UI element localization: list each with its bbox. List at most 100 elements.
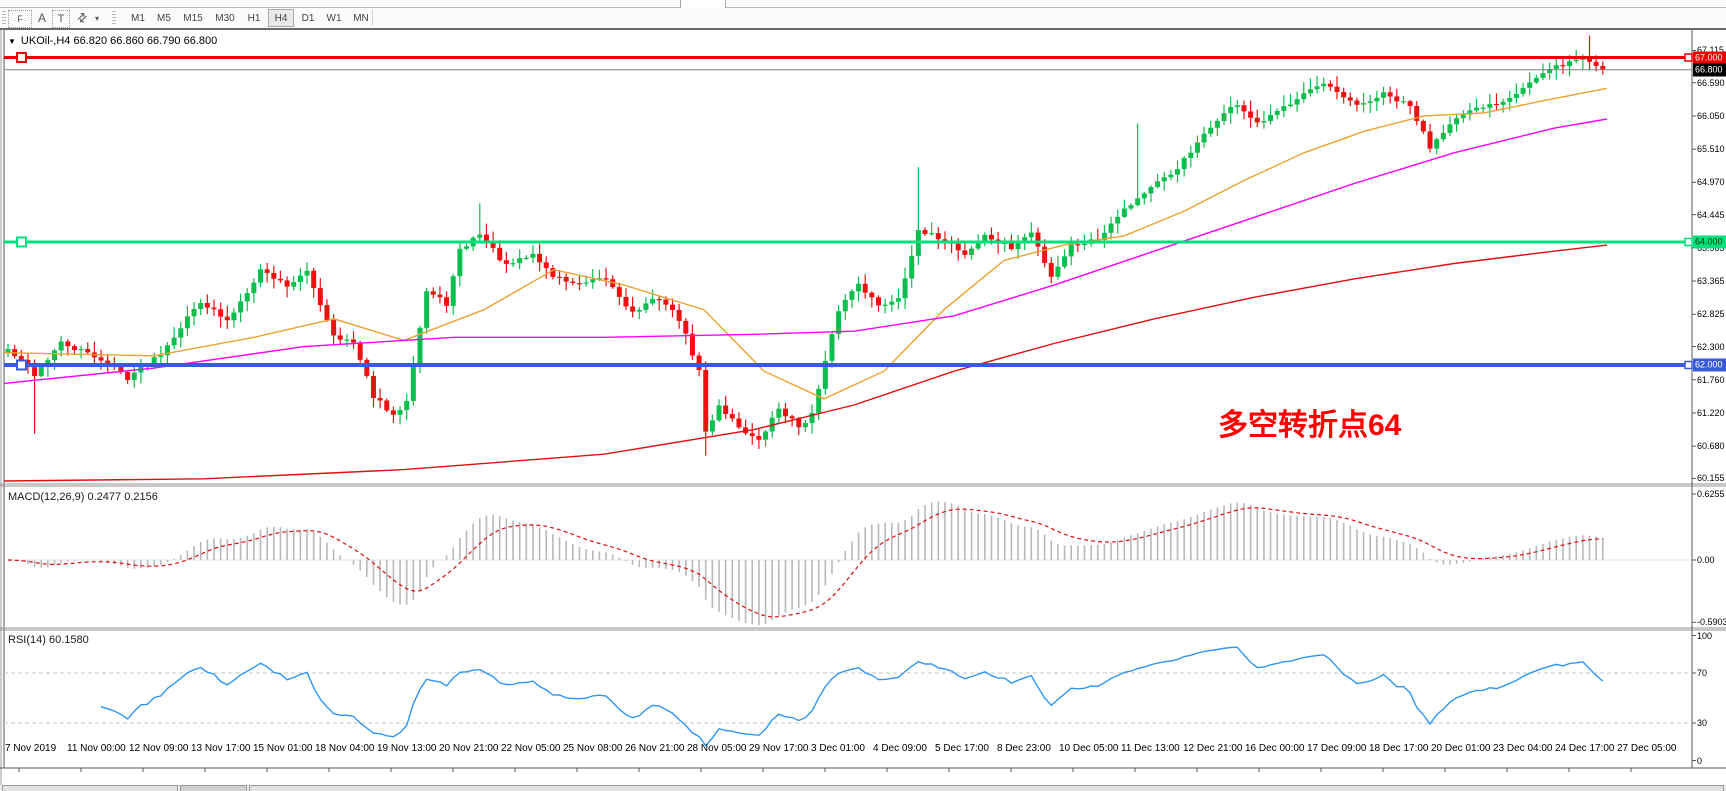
bottom-tab-segment[interactable] [2,785,178,791]
candle-body [397,410,403,415]
time-axis-label[interactable]: 15 Nov 01:00 [253,743,313,754]
candle-body [842,299,848,312]
candle-body [729,414,735,419]
rsi-axis-label[interactable]: 0 [1697,755,1703,766]
candle-body [1234,105,1240,108]
candle-body [191,308,197,317]
candle-body [1407,101,1413,107]
price-axis-label[interactable]: 61.760 [1697,374,1725,385]
time-axis-label[interactable]: 7 Nov 2019 [5,743,57,754]
time-axis-label[interactable]: 11 Dec 13:00 [1121,743,1180,754]
candle-body [211,307,217,310]
price-axis-label[interactable]: 64.445 [1697,209,1725,220]
chart-annotation-text[interactable]: 多空转折点64 [1218,409,1402,442]
price-axis-label[interactable]: 66.050 [1697,110,1725,121]
candle-body [271,272,277,279]
timeframe-button-MN[interactable]: MN [353,12,369,24]
toolbar-grip[interactable] [2,11,6,25]
time-axis-label[interactable]: 28 Nov 05:00 [687,743,747,754]
price-axis-label[interactable]: 62.300 [1697,341,1725,352]
macd-signal-line [7,507,1603,618]
time-axis-label[interactable]: 3 Dec 01:00 [811,743,865,754]
time-axis-label[interactable]: 13 Nov 17:00 [191,743,251,754]
timeframe-button-M30[interactable]: M30 [215,12,235,24]
candle-body [1533,77,1539,83]
time-axis-label[interactable]: 19 Nov 13:00 [377,743,437,754]
price-axis-label[interactable]: 63.365 [1697,276,1725,287]
timeframe-button-M15[interactable]: M15 [183,12,203,24]
candle-body [709,420,715,432]
price-axis-label[interactable]: 61.220 [1697,407,1725,418]
candle-body [1334,86,1340,93]
price-axis-label[interactable]: 60.680 [1697,441,1725,452]
time-axis-label[interactable]: 17 Dec 09:00 [1307,743,1367,754]
time-axis-label[interactable]: 23 Dec 04:00 [1493,743,1553,754]
time-axis-label[interactable]: 29 Nov 17:00 [749,743,809,754]
candle-body [291,282,297,287]
time-axis-label[interactable]: 5 Dec 17:00 [935,743,989,754]
candle-body [763,431,769,440]
macd-axis-label[interactable]: 0.6255 [1697,489,1725,499]
candle-body [1201,133,1207,143]
time-axis-label[interactable]: 18 Dec 17:00 [1369,743,1429,754]
bottom-tab-segment-active[interactable] [180,785,247,791]
text-label-icon[interactable]: A [37,11,46,25]
macd-axis-label[interactable]: 0.00 [1697,555,1715,565]
price-axis-label[interactable]: 60.155 [1697,473,1725,484]
timeframe-button-D1[interactable]: D1 [301,12,315,24]
timeframe-button-H1[interactable]: H1 [247,12,261,24]
rsi-line [100,646,1604,747]
timeframe-button-H4[interactable]: H4 [268,9,294,27]
time-axis-label[interactable]: 25 Nov 08:00 [563,743,623,754]
rsi-axis-label[interactable]: 100 [1697,630,1713,641]
chart-collapse-icon[interactable]: ▼ [8,37,16,46]
price-axis-label[interactable]: 62.825 [1697,309,1725,320]
time-axis-label[interactable]: 4 Dec 09:00 [873,743,927,754]
candle-body [1587,57,1593,62]
price-axis-label[interactable]: 67.115 [1697,45,1724,55]
candle-body [1513,93,1519,98]
candle-body [670,304,675,310]
price-axis-label[interactable]: 66.590 [1697,77,1725,88]
toolbar-grip-2[interactable] [112,11,116,25]
price-badge-62.000: 62.000 [1693,358,1726,372]
candle-body [164,345,170,356]
macd-axis-label[interactable]: -0.5903 [1697,617,1726,628]
dropdown-caret-icon[interactable]: ▾ [94,13,99,23]
text-box-icon[interactable]: T [52,10,70,28]
candle-body [1427,131,1433,149]
candle-body [1121,208,1127,217]
time-axis-label[interactable]: 20 Dec 01:00 [1431,743,1491,754]
price-axis-label[interactable]: 64.970 [1697,177,1725,188]
indicator-grid-icon[interactable]: F [8,10,32,28]
candle-body [523,257,529,259]
time-axis-label[interactable]: 24 Dec 17:00 [1555,743,1615,754]
time-axis-label[interactable]: 12 Dec 21:00 [1183,743,1243,754]
candle-body [264,269,270,273]
candle-body [816,388,822,413]
time-axis-label[interactable]: 20 Nov 21:00 [439,743,499,754]
rsi-axis-label[interactable]: 70 [1697,668,1708,678]
time-axis-label[interactable]: 16 Dec 00:00 [1245,743,1305,754]
timeframe-button-M5[interactable]: M5 [157,12,171,24]
time-axis-label[interactable]: 27 Dec 05:00 [1617,743,1677,754]
candle-body [849,291,855,300]
bottom-tab-segment[interactable] [249,785,1724,791]
time-axis-label[interactable]: 26 Nov 21:00 [625,743,685,754]
price-axis-label[interactable]: 65.510 [1697,144,1725,155]
rsi-axis-label[interactable]: 30 [1697,718,1708,728]
candle-body [1447,124,1453,133]
timeframe-button-M1[interactable]: M1 [131,12,145,24]
time-axis-label[interactable]: 22 Nov 05:00 [501,743,561,754]
time-axis-label[interactable]: 18 Nov 04:00 [315,743,375,754]
time-axis-label[interactable]: 11 Nov 00:00 [67,743,126,754]
upper-toolbar-button[interactable] [680,0,726,8]
candle-body [1108,223,1114,233]
time-axis-label[interactable]: 8 Dec 23:00 [997,743,1051,754]
candle-body [1387,92,1393,97]
timeframe-button-W1[interactable]: W1 [326,12,342,24]
time-axis-label[interactable]: 12 Nov 09:00 [129,743,189,754]
candle-body [1268,114,1274,122]
time-axis-label[interactable]: 10 Dec 05:00 [1059,743,1119,754]
